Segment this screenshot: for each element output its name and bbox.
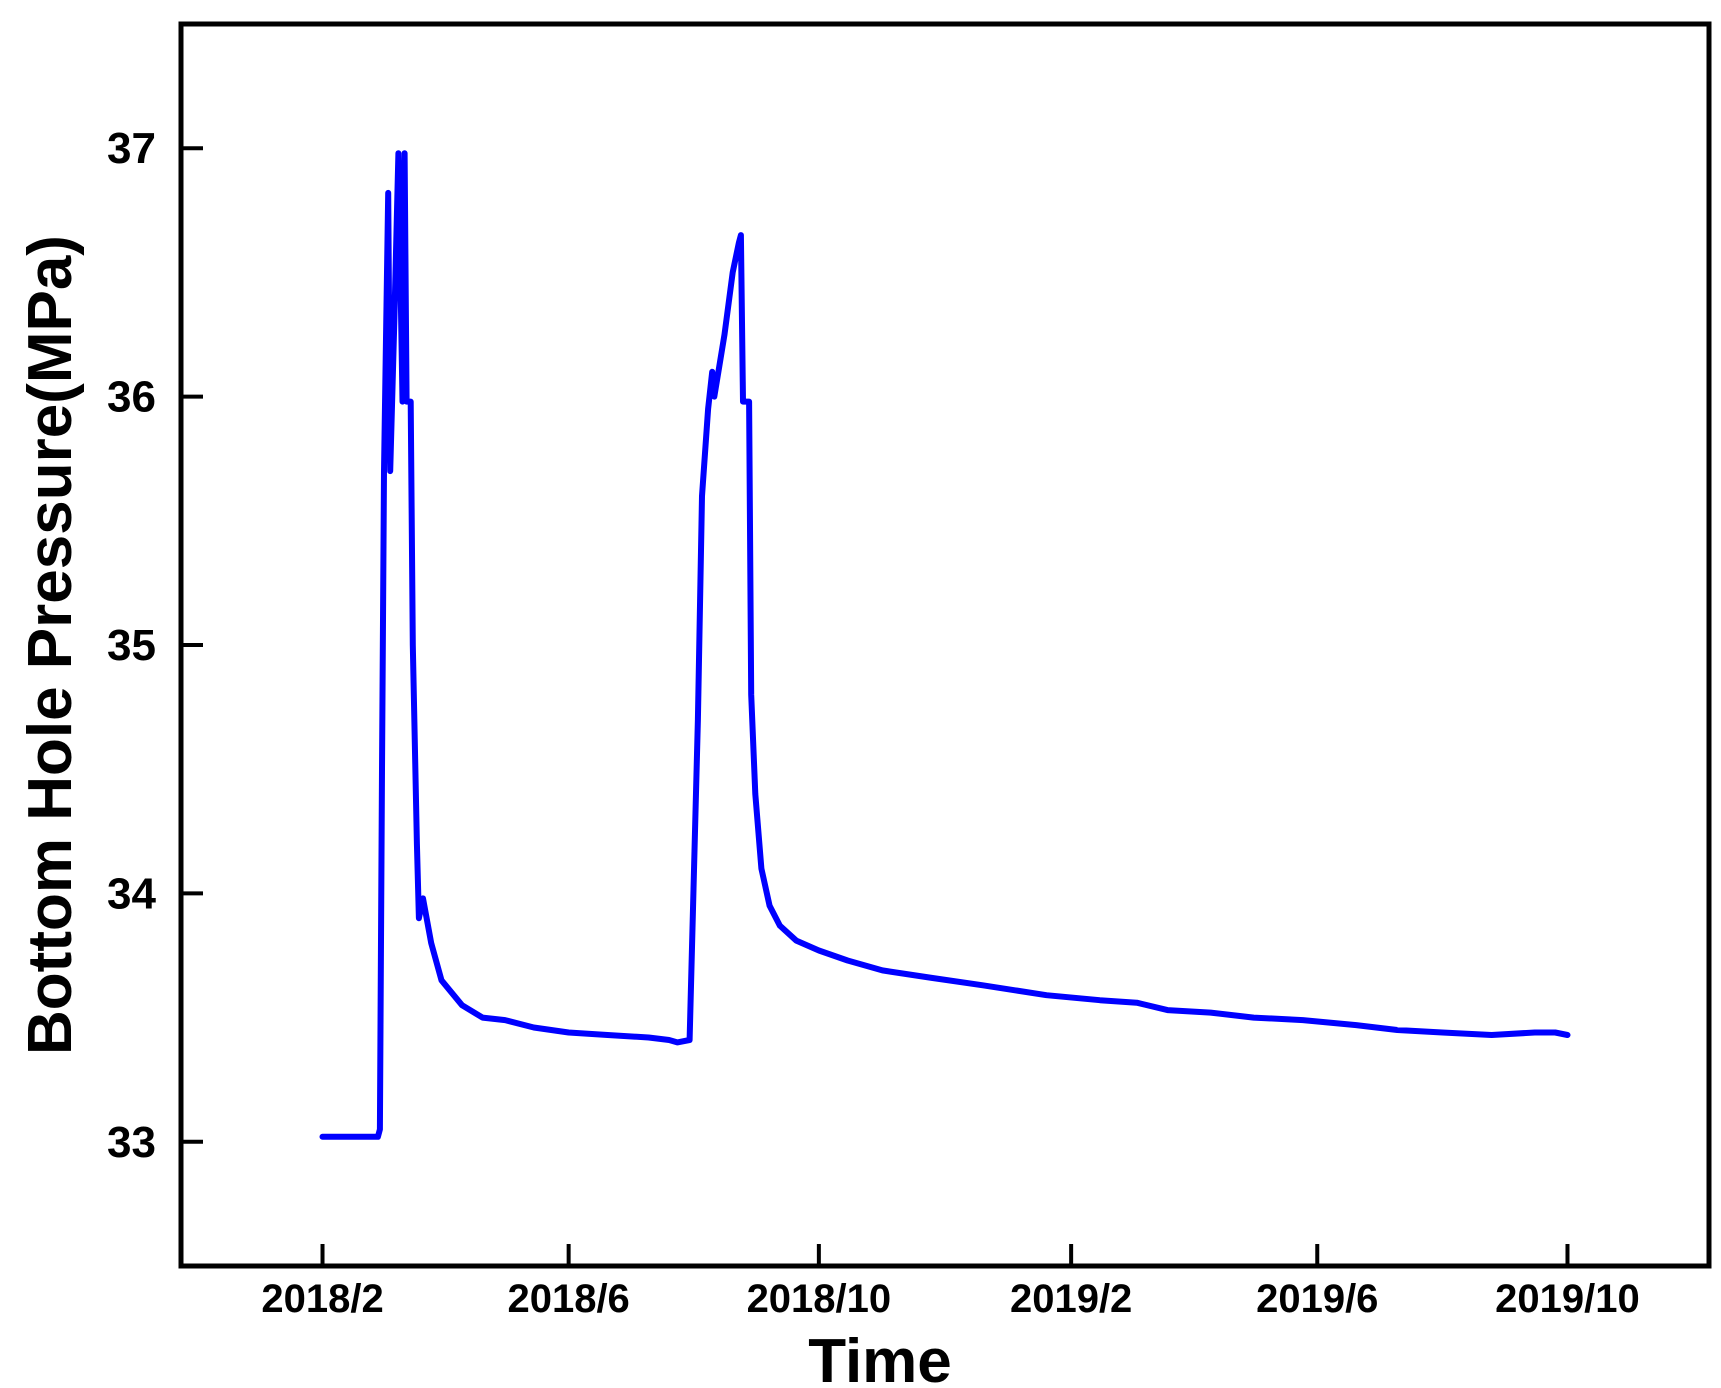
- y-tick-label: 33: [107, 1118, 156, 1167]
- x-tick-label: 2018/2: [261, 1277, 383, 1321]
- y-tick-label: 34: [107, 869, 156, 918]
- y-axis-ticks: 33 34 35 36 37: [107, 124, 203, 1167]
- x-tick-label: 2019/2: [1010, 1277, 1132, 1321]
- series-layer: [319, 150, 1571, 1140]
- x-axis-title: Time: [808, 1327, 952, 1388]
- y-tick-label: 36: [107, 373, 156, 422]
- y-axis-title: Bottom Hole Pressure(MPa): [16, 235, 85, 1055]
- x-axis-ticks: 2018/2 2018/6 2018/10 2019/2 2019/6 2019/10: [261, 1244, 1640, 1321]
- y-tick-label: 37: [107, 124, 156, 173]
- series-line: [319, 150, 1571, 1140]
- x-tick-label: 2019/10: [1495, 1277, 1640, 1321]
- x-tick-label: 2018/10: [747, 1277, 892, 1321]
- x-tick-label: 2019/6: [1256, 1277, 1378, 1321]
- y-tick-label: 35: [107, 621, 156, 670]
- x-tick-label: 2018/6: [507, 1277, 629, 1321]
